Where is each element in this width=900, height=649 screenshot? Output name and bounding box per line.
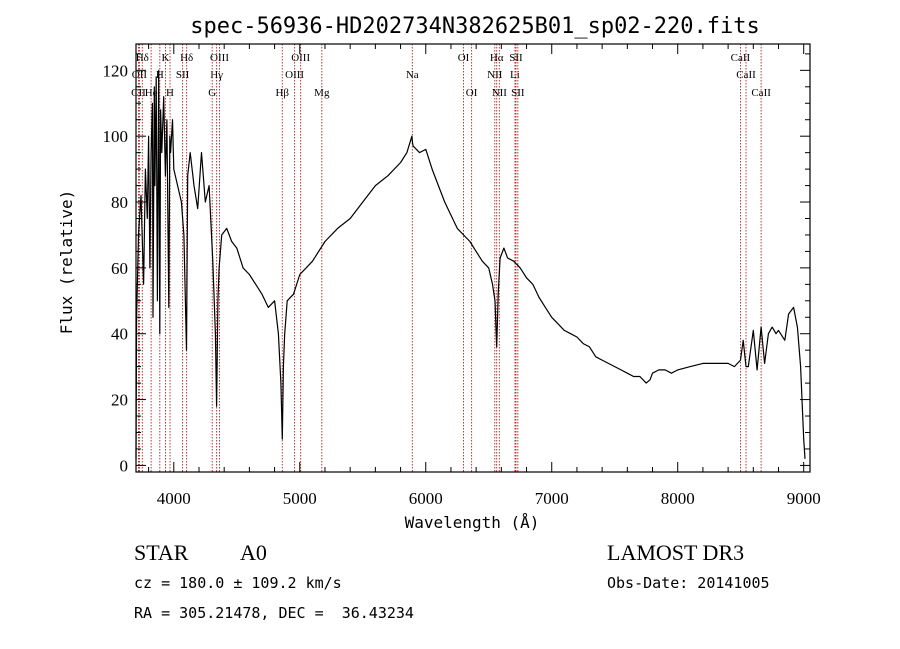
line-marker-label: Hβ: [275, 87, 289, 99]
line-marker-label: CaII: [751, 87, 771, 99]
x-tick-label: 6000: [409, 489, 443, 508]
line-marker-label: K: [162, 52, 170, 64]
spectral-subclass: A0: [240, 540, 267, 565]
line-marker-label: OI: [466, 87, 478, 99]
line-marker-label: SII: [511, 87, 525, 99]
line-marker-label: H: [156, 69, 164, 81]
x-tick-label: 8000: [661, 489, 695, 508]
x-tick-label: 9000: [787, 489, 821, 508]
x-tick-label: 7000: [535, 489, 569, 508]
line-marker-label: OI: [458, 52, 470, 64]
line-marker-label: Hδ: [180, 52, 193, 64]
line-marker-label: OIII: [285, 69, 304, 81]
x-axis-label: Wavelength (Å): [405, 513, 540, 532]
plot-frame: [135, 43, 811, 473]
line-marker-label: OIII: [210, 52, 229, 64]
ra-dec-coordinates: RA = 305.21478, DEC = 36.43234: [134, 604, 414, 622]
line-marker-label: Hα: [490, 52, 504, 64]
observation-date: Obs-Date: 20141005: [607, 574, 770, 592]
line-marker-label: Hδ: [136, 52, 149, 64]
redshift-cz: cz = 180.0 ± 109.2 km/s: [134, 574, 342, 592]
survey-name: LAMOST DR3: [607, 540, 745, 565]
y-tick-label: 0: [120, 456, 129, 475]
line-marker-label: NII: [492, 87, 508, 99]
y-tick-label: 120: [103, 61, 129, 80]
y-tick-label: 60: [111, 259, 128, 278]
y-tick-label: 100: [103, 127, 129, 146]
line-marker-label: H: [166, 87, 174, 99]
line-marker-label: Na: [406, 69, 419, 81]
line-marker-label: Mg: [314, 87, 330, 99]
y-tick-label: 20: [111, 391, 128, 410]
line-marker-label: Li: [510, 69, 520, 81]
x-tick-label: 4000: [157, 489, 191, 508]
line-marker-label: NII: [487, 69, 503, 81]
y-tick-label: 80: [111, 193, 128, 212]
y-axis-label: Flux (relative): [57, 190, 76, 335]
line-marker-label: SII: [176, 69, 190, 81]
x-tick-label: 5000: [283, 489, 317, 508]
line-marker-label: CaII: [731, 52, 751, 64]
spectrum-line: [135, 69, 806, 459]
object-type: STAR: [134, 540, 189, 565]
chart-title: spec-56936-HD202734N382625B01_sp02-220.f…: [190, 14, 760, 39]
y-tick-label: 40: [111, 325, 128, 344]
axis-ticks: 4000 5000 6000 7000 8000 9000 0 20 40 60 80 100 120: [103, 44, 821, 508]
line-marker-label: CII: [131, 87, 146, 99]
line-marker-label: CaII: [736, 69, 756, 81]
line-marker-label: SII: [509, 52, 523, 64]
line-marker-label: G: [208, 87, 216, 99]
line-marker-label: Hγ: [210, 69, 223, 81]
line-marker-label: OIII: [291, 52, 310, 64]
